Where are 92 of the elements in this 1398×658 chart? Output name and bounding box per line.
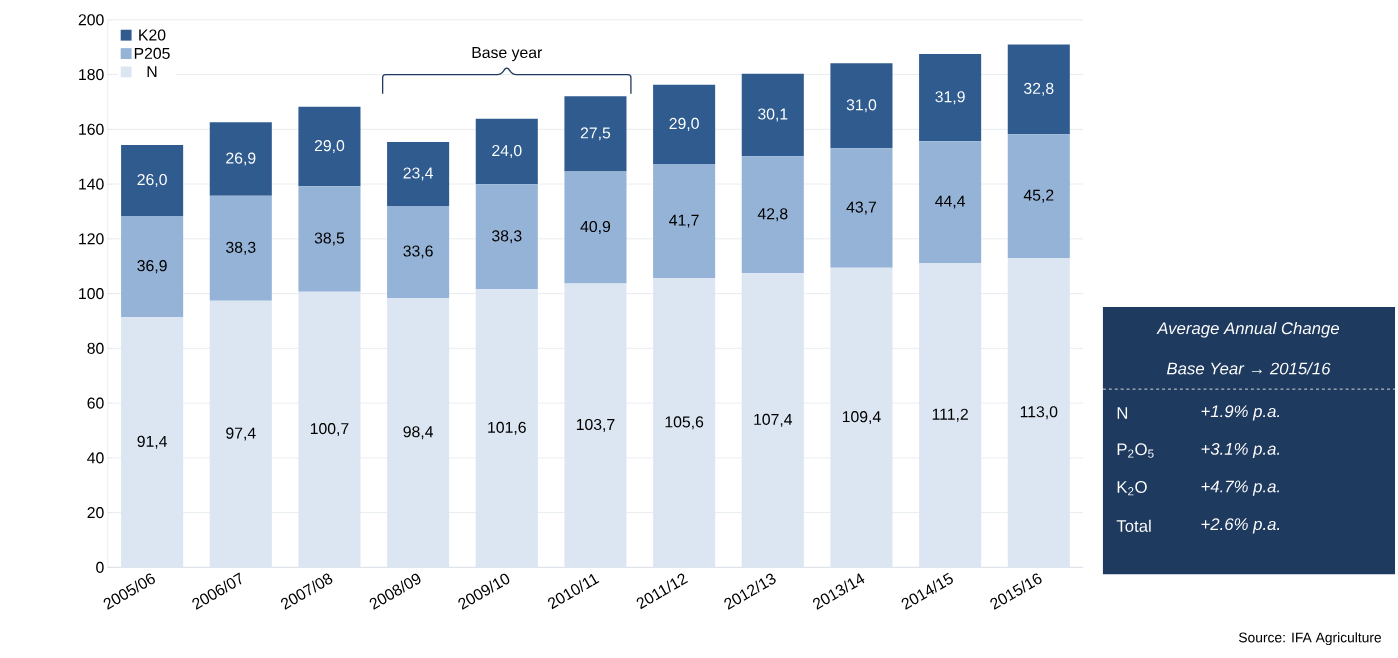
data-label: 30,1 xyxy=(758,108,788,122)
text: Average Annual Change xyxy=(1156,321,1340,338)
bar xyxy=(830,63,893,148)
data-label: 38,5 xyxy=(314,232,345,246)
data-label: 105,6 xyxy=(665,416,704,430)
bar xyxy=(121,144,184,216)
data-label: 98,4 xyxy=(403,425,434,439)
data-label: 42,8 xyxy=(757,207,788,222)
bar xyxy=(564,171,627,284)
y-tick-label: 160 xyxy=(79,123,104,135)
bar xyxy=(1007,257,1070,568)
bar xyxy=(298,186,361,292)
text: N xyxy=(1117,406,1128,419)
text: +2.6% p.a. xyxy=(1201,517,1280,534)
bar xyxy=(1007,134,1070,258)
legend-label: K20 xyxy=(139,29,166,41)
y-tick-label: 40 xyxy=(87,452,104,464)
bar xyxy=(741,155,804,274)
text: P$_{2}$O$_{5}$ xyxy=(1117,443,1154,458)
data-label: 109,4 xyxy=(842,410,881,424)
bar xyxy=(919,53,982,142)
y-tick-label: 60 xyxy=(87,397,104,409)
data-label: 45,2 xyxy=(1023,189,1054,203)
bar xyxy=(1007,44,1070,135)
bar xyxy=(209,300,272,568)
bar xyxy=(298,106,361,187)
data-label: 111,2 xyxy=(932,408,968,422)
data-label: 103,7 xyxy=(576,418,615,432)
bar xyxy=(830,267,893,568)
y-tick-label: 140 xyxy=(79,178,104,190)
bar xyxy=(919,262,982,568)
bar xyxy=(653,278,716,568)
legend-label: P205 xyxy=(134,47,170,59)
data-label: 31,0 xyxy=(846,99,877,113)
y-tick-label: 180 xyxy=(79,68,104,80)
data-label: 27,5 xyxy=(580,127,611,141)
data-label: 43,7 xyxy=(846,201,877,215)
bar xyxy=(387,205,450,298)
bar xyxy=(298,291,361,568)
data-label: 101,6 xyxy=(488,421,526,435)
data-label: 91,4 xyxy=(137,435,168,449)
data-label: 36,9 xyxy=(137,259,167,273)
text: K$_{2}$O xyxy=(1117,480,1147,496)
data-label: 31,9 xyxy=(935,90,965,104)
bar xyxy=(741,273,804,568)
data-label: 38,3 xyxy=(226,241,256,255)
bar xyxy=(209,121,272,196)
bar xyxy=(475,288,538,568)
data-label: 33,6 xyxy=(403,245,433,259)
y-tick-label: 80 xyxy=(87,342,104,354)
bar xyxy=(564,283,627,568)
bar xyxy=(919,141,982,263)
text: +4.7% p.a. xyxy=(1201,480,1280,496)
y-tick-label: 100 xyxy=(79,287,104,299)
bar xyxy=(387,297,450,568)
bar xyxy=(564,95,627,172)
bar xyxy=(830,147,893,268)
text: +1.9% p.a. xyxy=(1201,405,1280,421)
data-label: 113,0 xyxy=(1020,405,1058,419)
data-label: 44,4 xyxy=(935,195,966,209)
text: Total xyxy=(1116,519,1151,532)
bar xyxy=(475,118,538,185)
data-label: 26,0 xyxy=(137,173,167,187)
bar xyxy=(121,215,184,317)
data-label: 38,3 xyxy=(492,230,522,244)
bar xyxy=(741,73,804,156)
text: Base Year → 2015/16 xyxy=(1166,361,1331,375)
data-label: 97,4 xyxy=(226,427,256,441)
text: +3.1% p.a. xyxy=(1201,442,1280,458)
data-label: 29,0 xyxy=(314,139,345,153)
y-tick-label: 120 xyxy=(79,233,104,245)
bar xyxy=(121,316,184,568)
data-label: 41,7 xyxy=(669,214,699,228)
bar xyxy=(653,163,716,279)
data-label: 32,8 xyxy=(1024,82,1054,96)
data-label: 100,7 xyxy=(310,422,349,436)
bar xyxy=(387,141,450,206)
data-label: 26,9 xyxy=(226,152,256,166)
data-label: 24,0 xyxy=(492,144,522,158)
data-label: 29,0 xyxy=(669,117,699,131)
data-label: 40,9 xyxy=(580,220,611,234)
bar xyxy=(475,184,538,289)
annotation: Base year xyxy=(472,46,543,61)
source-note: Source: IFA Agriculture xyxy=(1239,631,1382,645)
bar xyxy=(209,195,272,301)
data-label: 23,4 xyxy=(403,167,434,181)
data-label: 107,4 xyxy=(754,413,793,427)
bar xyxy=(653,84,716,164)
y-tick-label: 200 xyxy=(78,13,104,26)
y-tick-label: 0 xyxy=(96,561,104,573)
y-tick-label: 20 xyxy=(87,506,104,518)
legend-label: N xyxy=(147,66,157,77)
